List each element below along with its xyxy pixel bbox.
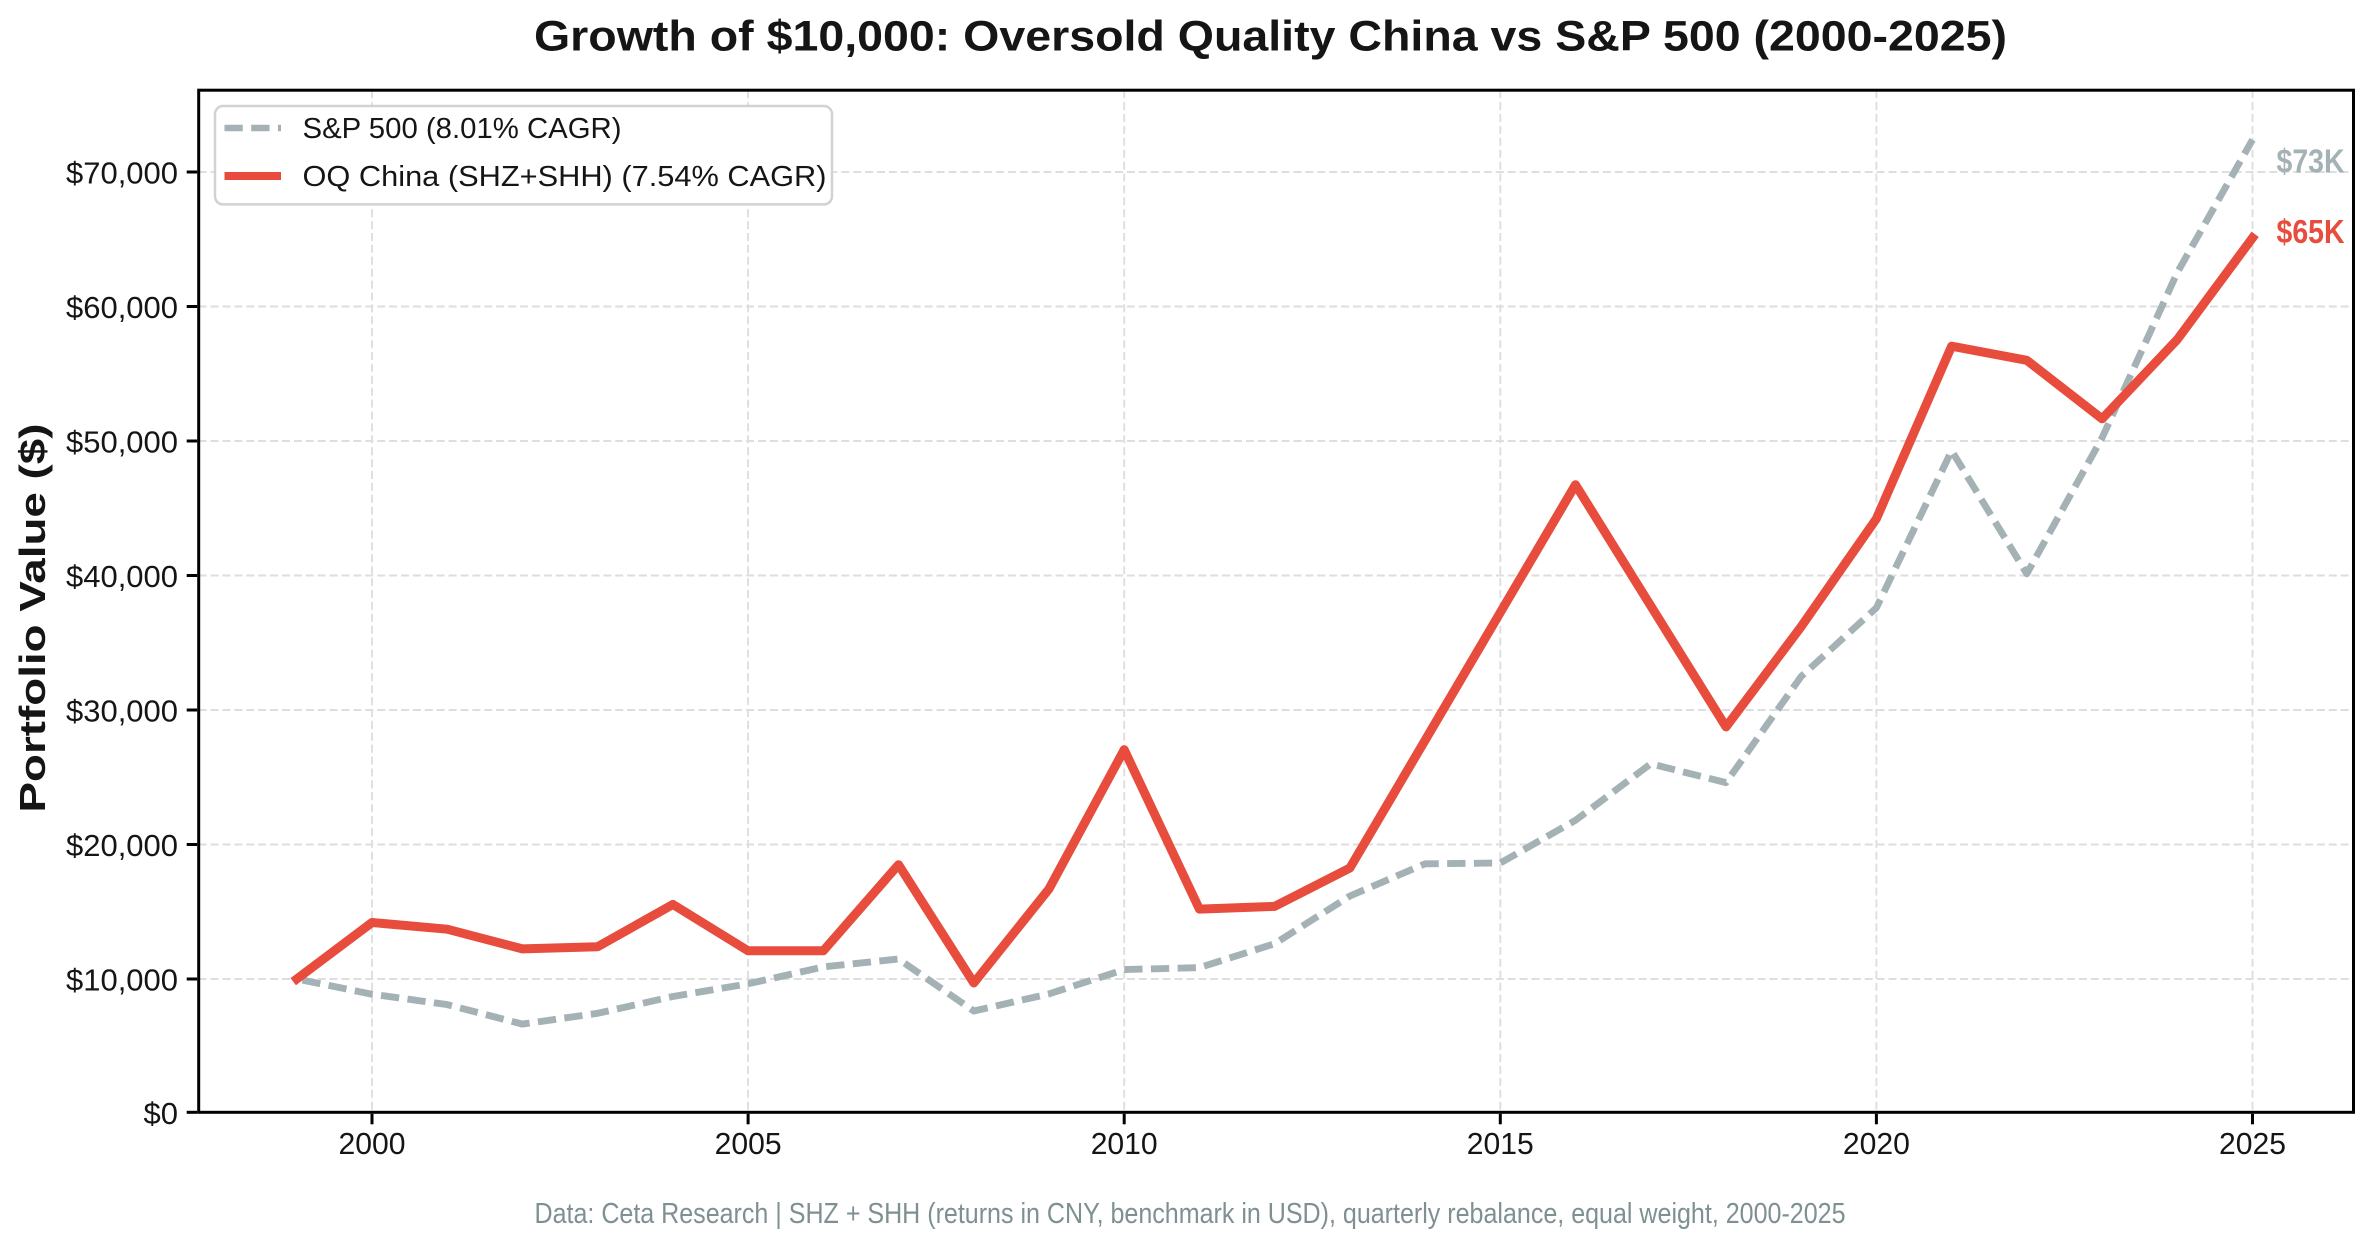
svg-text:$40,000: $40,000 — [66, 559, 178, 594]
svg-text:$30,000: $30,000 — [66, 694, 178, 729]
svg-text:2000: 2000 — [339, 1126, 406, 1161]
svg-text:$65K: $65K — [2277, 213, 2345, 250]
svg-text:2025: 2025 — [2219, 1126, 2286, 1161]
svg-text:Growth of $10,000: Oversold Qu: Growth of $10,000: Oversold Quality Chin… — [534, 14, 2007, 61]
svg-text:$60,000: $60,000 — [66, 290, 178, 325]
svg-text:2020: 2020 — [1843, 1126, 1910, 1161]
svg-text:S&P 500 (8.01% CAGR): S&P 500 (8.01% CAGR) — [303, 113, 622, 145]
svg-text:Data: Ceta Research | SHZ + SH: Data: Ceta Research | SHZ + SHH (returns… — [535, 1198, 1846, 1230]
svg-text:$0: $0 — [144, 1096, 178, 1131]
svg-text:$50,000: $50,000 — [66, 425, 178, 460]
svg-text:2010: 2010 — [1091, 1126, 1158, 1161]
svg-text:Portfolio Value ($): Portfolio Value ($) — [12, 424, 53, 813]
svg-text:$10,000: $10,000 — [66, 963, 178, 998]
svg-text:$20,000: $20,000 — [66, 828, 178, 863]
svg-text:2005: 2005 — [715, 1126, 782, 1161]
svg-text:$70,000: $70,000 — [66, 156, 178, 191]
svg-text:2015: 2015 — [1467, 1126, 1534, 1161]
svg-text:$73K: $73K — [2277, 143, 2345, 180]
svg-text:OQ China (SHZ+SHH) (7.54% CAGR: OQ China (SHZ+SHH) (7.54% CAGR) — [303, 161, 827, 193]
